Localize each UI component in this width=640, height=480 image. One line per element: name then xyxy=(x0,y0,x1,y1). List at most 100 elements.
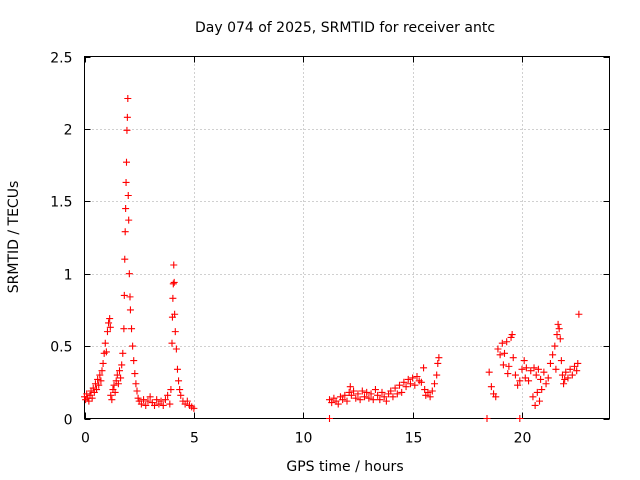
data-point xyxy=(542,380,550,388)
data-point xyxy=(118,361,126,369)
data-point xyxy=(536,397,543,405)
data-point xyxy=(146,393,154,401)
data-point xyxy=(376,396,384,404)
data-point xyxy=(129,342,137,350)
data-point xyxy=(426,393,434,401)
data-point xyxy=(140,396,148,404)
data-point xyxy=(391,384,399,392)
data-point xyxy=(371,386,379,394)
x-tick-label: 5 xyxy=(190,431,199,447)
data-point xyxy=(124,192,132,200)
x-tick-label: 20 xyxy=(514,431,532,447)
data-point xyxy=(128,325,136,333)
data-point xyxy=(126,306,134,314)
data-point xyxy=(367,390,375,398)
data-point xyxy=(134,394,142,402)
data-point xyxy=(363,388,371,396)
data-point xyxy=(540,368,548,376)
data-point xyxy=(555,325,563,333)
data-point xyxy=(393,390,401,398)
data-point xyxy=(365,394,373,402)
data-point xyxy=(532,371,540,379)
data-point xyxy=(522,364,530,372)
data-point xyxy=(525,377,533,385)
data-point xyxy=(153,396,161,404)
data-point xyxy=(339,396,347,404)
data-point xyxy=(421,386,429,394)
data-point xyxy=(538,386,546,394)
data-point xyxy=(374,391,382,399)
data-point xyxy=(483,415,491,422)
data-point xyxy=(341,391,349,399)
data-point xyxy=(83,390,91,398)
data-point xyxy=(169,280,177,288)
data-point xyxy=(125,270,133,278)
data-point xyxy=(101,339,109,347)
data-point xyxy=(116,367,123,375)
data-point xyxy=(566,365,574,373)
data-point xyxy=(511,371,519,379)
data-point xyxy=(175,377,183,385)
data-point xyxy=(354,390,362,398)
data-point xyxy=(93,386,101,394)
x-tick-label: 0 xyxy=(81,431,90,447)
y-tick-label: 1 xyxy=(64,268,73,284)
data-point xyxy=(89,384,97,392)
data-point xyxy=(131,370,139,378)
x-tick-label: 10 xyxy=(295,431,313,447)
data-point xyxy=(121,228,129,236)
data-point xyxy=(424,388,432,396)
y-tick-label: 0.5 xyxy=(50,340,72,356)
data-point xyxy=(121,255,129,263)
data-point xyxy=(553,331,561,339)
data-point xyxy=(98,367,106,375)
data-point xyxy=(575,310,583,318)
data-point xyxy=(103,328,111,336)
data-point xyxy=(417,378,425,386)
data-point xyxy=(544,374,552,382)
data-point xyxy=(126,293,134,301)
data-point xyxy=(142,401,150,409)
data-point xyxy=(106,323,114,331)
data-point xyxy=(552,365,560,373)
y-axis-label: SRMTID / TECUs xyxy=(6,181,22,294)
data-point xyxy=(530,364,538,372)
data-point xyxy=(380,393,388,401)
data-point xyxy=(328,399,336,407)
data-point xyxy=(95,381,103,389)
data-point xyxy=(505,362,513,370)
data-point xyxy=(487,383,495,391)
plot-frame xyxy=(84,56,610,419)
data-point xyxy=(171,328,179,336)
data-point xyxy=(396,381,403,389)
data-point xyxy=(358,387,366,395)
data-point xyxy=(496,351,504,359)
data-point xyxy=(389,393,397,401)
data-point xyxy=(564,374,572,382)
data-point xyxy=(172,345,180,353)
data-point xyxy=(356,396,364,404)
data-point xyxy=(504,370,512,378)
data-point xyxy=(561,375,569,383)
data-point xyxy=(387,387,395,395)
y-tick-label: 0 xyxy=(64,413,73,429)
data-point xyxy=(122,178,130,186)
data-points xyxy=(81,94,583,422)
data-point xyxy=(343,397,351,405)
data-point xyxy=(173,365,181,373)
data-point xyxy=(558,371,566,379)
data-point xyxy=(169,294,177,302)
data-point xyxy=(516,415,524,422)
data-point xyxy=(96,371,104,379)
data-point xyxy=(124,94,132,102)
data-point xyxy=(413,373,421,381)
data-point xyxy=(533,388,541,396)
data-point xyxy=(120,325,128,333)
data-point xyxy=(527,367,535,375)
data-point xyxy=(518,365,526,373)
data-point xyxy=(431,380,438,388)
data-point xyxy=(404,375,412,383)
data-point xyxy=(509,354,517,362)
data-point xyxy=(107,391,115,399)
